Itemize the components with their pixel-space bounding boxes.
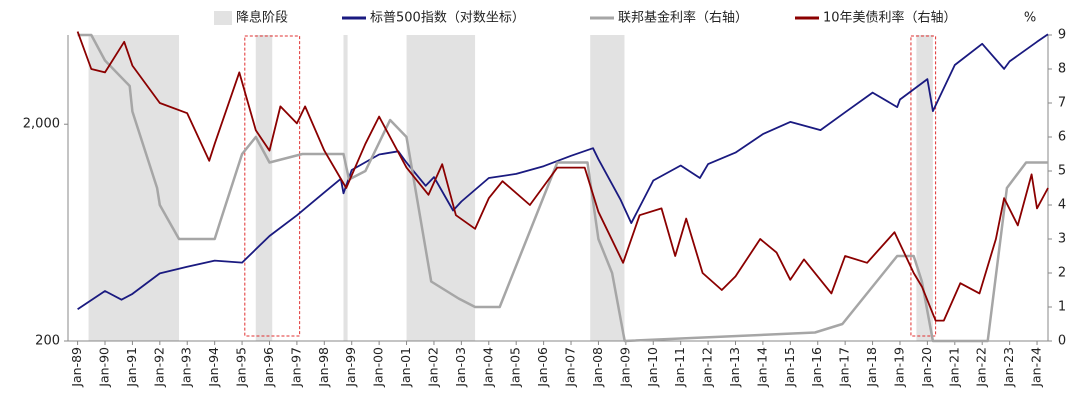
shaded-period xyxy=(590,35,625,341)
x-tick-label: Jan-17 xyxy=(837,347,852,388)
x-tick-label: Jan-13 xyxy=(727,347,742,388)
x-tick-label: Jan-90 xyxy=(97,347,112,388)
shaded-period xyxy=(88,35,180,341)
x-tick-label: Jan-01 xyxy=(398,347,413,388)
y2-tick-label: 7 xyxy=(1058,96,1066,111)
x-tick-label: Jan-96 xyxy=(261,347,276,388)
y2-tick-label: 6 xyxy=(1058,130,1066,145)
x-tick-label: Jan-95 xyxy=(234,347,249,388)
y2-tick-label: 1 xyxy=(1058,300,1066,315)
y2-tick-label: 2 xyxy=(1058,266,1066,281)
x-tick-label: Jan-24 xyxy=(1029,347,1044,388)
x-tick-label: Jan-97 xyxy=(288,347,303,388)
legend-swatch xyxy=(214,11,232,25)
x-tick-label: Jan-00 xyxy=(371,347,386,388)
series-line xyxy=(77,33,1049,311)
x-tick-label: Jan-19 xyxy=(891,347,906,388)
y2-unit: % xyxy=(1024,11,1036,26)
x-tick-label: Jan-02 xyxy=(425,347,440,388)
x-tick-label: Jan-06 xyxy=(535,347,550,388)
legend-label: 降息阶段 xyxy=(236,10,288,26)
highlight-box xyxy=(910,35,937,337)
x-tick-label: Jan-20 xyxy=(919,347,934,388)
y-tick-label: 200 xyxy=(35,334,60,349)
x-tick-label: Jan-99 xyxy=(343,347,358,388)
x-tick-label: Jan-10 xyxy=(645,347,660,388)
x-tick-label: Jan-12 xyxy=(700,347,715,388)
x-tick-label: Jan-11 xyxy=(672,347,687,388)
series-line xyxy=(76,31,1049,322)
highlight-box xyxy=(244,35,301,337)
y2-tick-label: 4 xyxy=(1058,198,1066,213)
x-tick-label: Jan-05 xyxy=(508,347,523,388)
x-tick-label: Jan-94 xyxy=(206,347,221,388)
x-tick-label: Jan-21 xyxy=(946,347,961,388)
y2-tick-label: 8 xyxy=(1058,62,1066,77)
x-tick-label: Jan-23 xyxy=(1001,347,1016,388)
series-line xyxy=(77,33,1048,343)
y2-tick-label: 5 xyxy=(1058,164,1066,179)
y-tick-label: 2,000 xyxy=(23,117,60,132)
legend-label: 10年美债利率（右轴） xyxy=(823,10,957,26)
x-tick-label: Jan-92 xyxy=(151,347,166,388)
x-tick-label: Jan-04 xyxy=(480,347,495,388)
y2-tick-label: 0 xyxy=(1058,334,1066,349)
x-tick-label: Jan-98 xyxy=(316,347,331,388)
x-tick-label: Jan-89 xyxy=(69,347,84,388)
x-tick-label: Jan-07 xyxy=(563,347,578,388)
y2-tick-label: 3 xyxy=(1058,232,1066,247)
x-tick-label: Jan-16 xyxy=(809,347,824,388)
x-tick-label: Jan-18 xyxy=(864,347,879,388)
x-tick-label: Jan-93 xyxy=(179,347,194,388)
x-tick-label: Jan-09 xyxy=(617,347,632,388)
y2-tick-label: 9 xyxy=(1058,28,1066,43)
x-tick-label: Jan-08 xyxy=(590,347,605,388)
x-tick-label: Jan-15 xyxy=(782,347,797,388)
x-tick-label: Jan-22 xyxy=(974,347,989,388)
legend-label: 标普500指数（对数坐标） xyxy=(370,11,525,26)
shaded-period xyxy=(255,35,273,341)
x-tick-label: Jan-03 xyxy=(453,347,468,388)
legend-label: 联邦基金利率（右轴） xyxy=(618,10,748,26)
shaded-period xyxy=(916,35,933,341)
x-tick-label: Jan-91 xyxy=(124,347,139,388)
x-tick-label: Jan-14 xyxy=(754,347,769,388)
